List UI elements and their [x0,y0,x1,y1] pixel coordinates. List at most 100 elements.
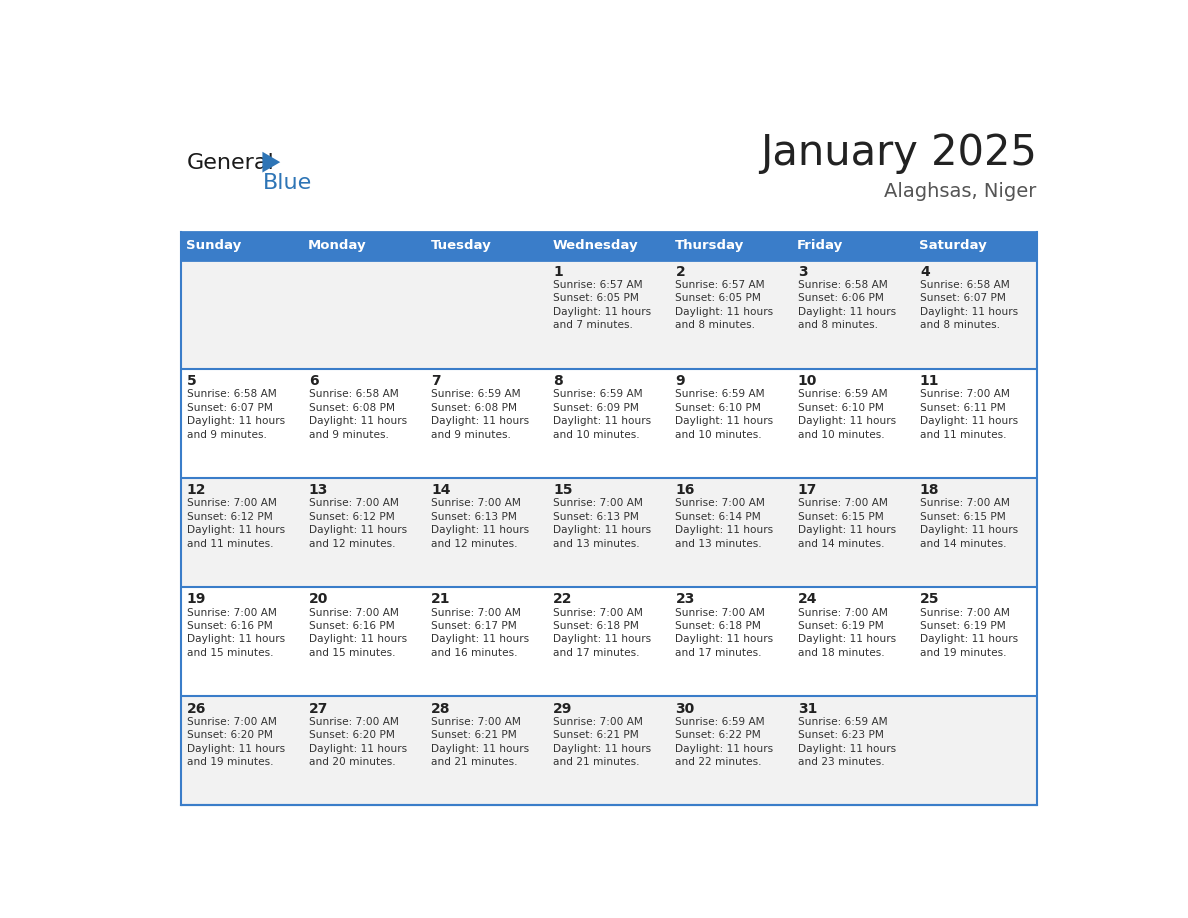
Bar [548,369,670,478]
Text: and 14 minutes.: and 14 minutes. [797,539,884,549]
Text: 17: 17 [797,483,817,498]
Text: and 13 minutes.: and 13 minutes. [676,539,762,549]
Text: Sunrise: 7:00 AM: Sunrise: 7:00 AM [187,498,277,509]
Text: 30: 30 [676,701,695,716]
Text: Sunset: 6:07 PM: Sunset: 6:07 PM [920,294,1006,304]
Text: Sunset: 6:05 PM: Sunset: 6:05 PM [676,294,762,304]
Text: Sunrise: 7:00 AM: Sunrise: 7:00 AM [431,498,520,509]
Bar [915,478,1037,588]
Text: Sunrise: 6:59 AM: Sunrise: 6:59 AM [554,389,643,399]
Text: Blue: Blue [263,173,311,193]
Bar [181,478,303,588]
Bar [181,232,1037,260]
Text: Daylight: 11 hours: Daylight: 11 hours [431,525,529,535]
Text: Sunset: 6:12 PM: Sunset: 6:12 PM [309,512,394,521]
Text: Sunset: 6:20 PM: Sunset: 6:20 PM [309,730,394,740]
Text: General: General [188,152,274,173]
Bar [792,478,915,588]
Text: Daylight: 11 hours: Daylight: 11 hours [676,634,773,644]
Text: Sunrise: 6:59 AM: Sunrise: 6:59 AM [676,717,765,727]
Text: Sunrise: 7:00 AM: Sunrise: 7:00 AM [920,498,1010,509]
Text: Sunset: 6:15 PM: Sunset: 6:15 PM [797,512,884,521]
Text: Sunrise: 7:00 AM: Sunrise: 7:00 AM [676,498,765,509]
Text: Daylight: 11 hours: Daylight: 11 hours [797,744,896,754]
Text: Tuesday: Tuesday [430,240,491,252]
Bar [548,478,670,588]
Text: and 13 minutes.: and 13 minutes. [554,539,640,549]
Text: 20: 20 [309,592,328,607]
Text: Sunrise: 6:58 AM: Sunrise: 6:58 AM [797,280,887,290]
Text: Sunrise: 6:57 AM: Sunrise: 6:57 AM [554,280,643,290]
Text: and 22 minutes.: and 22 minutes. [676,757,762,767]
Bar [915,369,1037,478]
Bar [548,696,670,805]
Polygon shape [263,151,280,173]
Text: and 12 minutes.: and 12 minutes. [309,539,396,549]
Text: and 7 minutes.: and 7 minutes. [554,320,633,330]
Text: Daylight: 11 hours: Daylight: 11 hours [554,416,651,426]
Text: January 2025: January 2025 [760,131,1037,174]
Text: Sunset: 6:23 PM: Sunset: 6:23 PM [797,730,884,740]
Bar [915,696,1037,805]
Bar [181,260,303,369]
Bar [425,369,548,478]
Text: and 15 minutes.: and 15 minutes. [309,648,396,658]
Text: 26: 26 [187,701,206,716]
Text: Sunrise: 6:59 AM: Sunrise: 6:59 AM [431,389,520,399]
Text: Daylight: 11 hours: Daylight: 11 hours [309,525,407,535]
Text: 5: 5 [187,375,196,388]
Text: Daylight: 11 hours: Daylight: 11 hours [187,416,285,426]
Text: Sunset: 6:10 PM: Sunset: 6:10 PM [676,403,762,412]
Text: Sunrise: 7:00 AM: Sunrise: 7:00 AM [431,717,520,727]
Text: Daylight: 11 hours: Daylight: 11 hours [797,307,896,317]
Text: and 9 minutes.: and 9 minutes. [187,430,266,440]
Text: Daylight: 11 hours: Daylight: 11 hours [431,744,529,754]
Text: Sunrise: 6:59 AM: Sunrise: 6:59 AM [797,717,887,727]
Text: 7: 7 [431,375,441,388]
Text: Daylight: 11 hours: Daylight: 11 hours [187,744,285,754]
Text: Monday: Monday [308,240,367,252]
Text: and 20 minutes.: and 20 minutes. [309,757,396,767]
Bar [792,588,915,696]
Text: Daylight: 11 hours: Daylight: 11 hours [920,525,1018,535]
Text: Daylight: 11 hours: Daylight: 11 hours [797,416,896,426]
Bar [915,260,1037,369]
Text: Sunrise: 7:00 AM: Sunrise: 7:00 AM [431,608,520,618]
Bar [303,588,425,696]
Text: Sunset: 6:09 PM: Sunset: 6:09 PM [554,403,639,412]
Text: Sunrise: 7:00 AM: Sunrise: 7:00 AM [676,608,765,618]
Text: and 10 minutes.: and 10 minutes. [797,430,884,440]
Bar [548,260,670,369]
Text: Daylight: 11 hours: Daylight: 11 hours [676,744,773,754]
Text: 9: 9 [676,375,685,388]
Text: Sunrise: 6:59 AM: Sunrise: 6:59 AM [676,389,765,399]
Text: and 19 minutes.: and 19 minutes. [920,648,1006,658]
Text: and 23 minutes.: and 23 minutes. [797,757,884,767]
Text: and 11 minutes.: and 11 minutes. [920,430,1006,440]
Text: and 8 minutes.: and 8 minutes. [797,320,878,330]
Text: Daylight: 11 hours: Daylight: 11 hours [920,634,1018,644]
Text: Sunrise: 7:00 AM: Sunrise: 7:00 AM [554,717,643,727]
Text: Sunset: 6:18 PM: Sunset: 6:18 PM [554,621,639,631]
Text: Sunset: 6:21 PM: Sunset: 6:21 PM [431,730,517,740]
Text: Daylight: 11 hours: Daylight: 11 hours [187,634,285,644]
Text: and 9 minutes.: and 9 minutes. [431,430,511,440]
Text: 2: 2 [676,265,685,279]
Text: 29: 29 [554,701,573,716]
Text: and 11 minutes.: and 11 minutes. [187,539,273,549]
Text: 15: 15 [554,483,573,498]
Text: 23: 23 [676,592,695,607]
Text: Friday: Friday [797,240,843,252]
Text: and 8 minutes.: and 8 minutes. [920,320,1000,330]
Text: and 17 minutes.: and 17 minutes. [554,648,639,658]
Text: Sunrise: 6:58 AM: Sunrise: 6:58 AM [920,280,1010,290]
Text: Sunrise: 6:57 AM: Sunrise: 6:57 AM [676,280,765,290]
Text: Daylight: 11 hours: Daylight: 11 hours [920,307,1018,317]
Bar [425,478,548,588]
Text: and 10 minutes.: and 10 minutes. [554,430,640,440]
Text: Daylight: 11 hours: Daylight: 11 hours [797,634,896,644]
Text: 21: 21 [431,592,450,607]
Bar [670,478,792,588]
Text: and 12 minutes.: and 12 minutes. [431,539,518,549]
Text: Sunset: 6:11 PM: Sunset: 6:11 PM [920,403,1006,412]
